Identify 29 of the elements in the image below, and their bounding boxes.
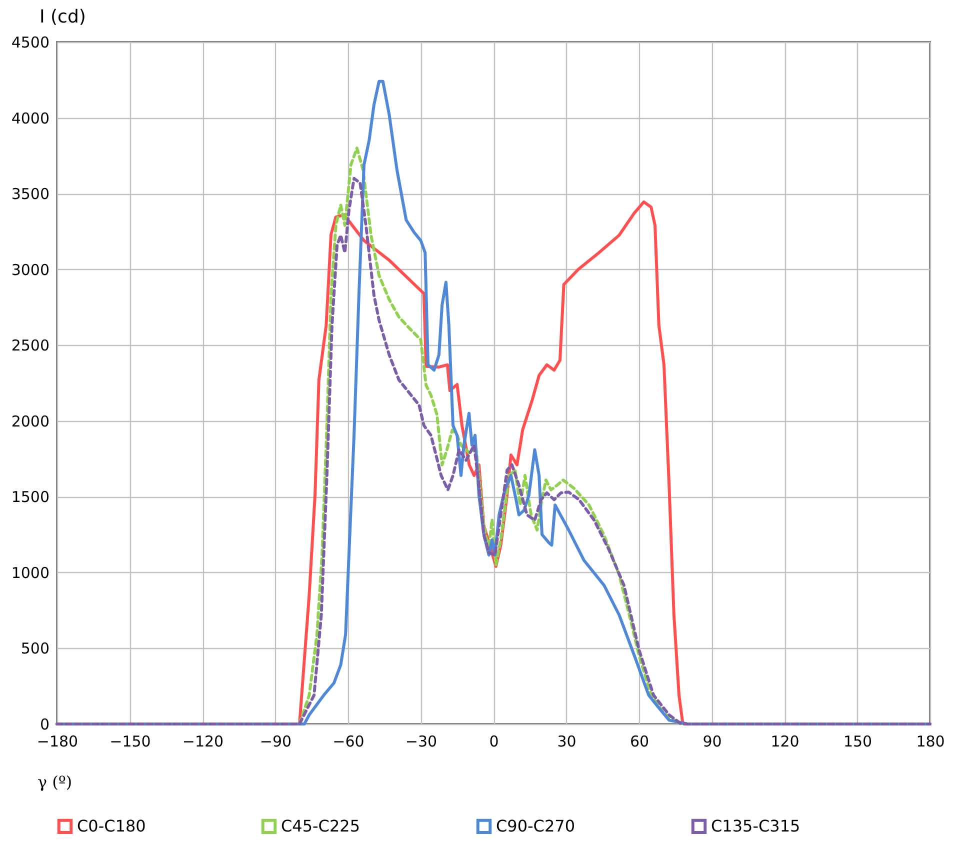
y-tick-label: 3500: [11, 185, 50, 204]
y-axis-title: I (cd): [40, 6, 86, 28]
y-tick-label: 1000: [11, 564, 50, 582]
y-tick-label: 3000: [11, 260, 50, 279]
x-tick-label: −120: [182, 732, 224, 750]
legend-label: C45-C225: [281, 816, 360, 836]
legend-label: C135-C315: [711, 816, 800, 836]
y-tick-label: 4500: [11, 34, 50, 52]
x-tick-label: 90: [702, 732, 722, 750]
y-tick-label: 0: [40, 716, 50, 734]
x-tick-label: −180: [36, 732, 78, 750]
x-tick-label: 180: [916, 732, 945, 750]
x-tick-label: −60: [332, 732, 364, 750]
y-tick-label: 2500: [11, 336, 50, 355]
x-tick-label: −30: [405, 732, 438, 750]
x-tick-label: 120: [770, 732, 800, 750]
legend-label: C0-C180: [77, 816, 146, 836]
x-tick-label: 150: [843, 732, 872, 750]
y-tick-label: 4000: [11, 109, 50, 128]
x-axis-title: γ (º): [38, 772, 72, 792]
x-tick-label: −90: [260, 732, 292, 750]
y-tick-label: 1500: [11, 488, 50, 506]
y-tick-label: 2000: [11, 412, 50, 430]
x-tick-label: −150: [110, 732, 151, 750]
x-tick-label: 0: [489, 732, 499, 750]
x-tick-label: 30: [557, 732, 576, 750]
x-tick-label: 60: [630, 732, 650, 750]
legend-label: C90-C270: [496, 816, 576, 836]
y-tick-label: 500: [20, 640, 50, 658]
